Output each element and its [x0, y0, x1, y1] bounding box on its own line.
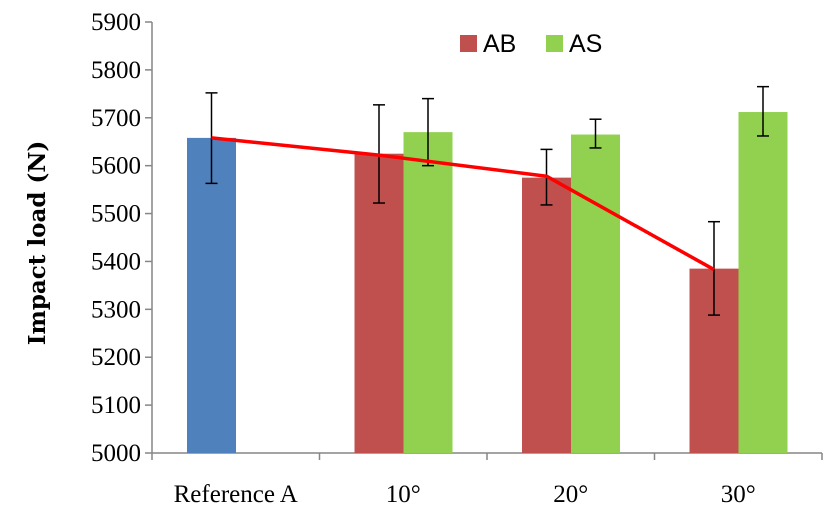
y-axis-label: Impact load (N): [24, 141, 51, 346]
x-tick-label: Reference A: [174, 481, 298, 508]
y-tick-label: 5900: [91, 9, 141, 36]
y-tick-label: 5300: [91, 296, 141, 323]
x-tick-label: 10°: [386, 481, 421, 508]
bar-as: [571, 134, 620, 454]
y-tick-label: 5400: [91, 248, 141, 275]
y-tick-label: 5000: [91, 440, 141, 467]
x-tick-label: 30°: [721, 481, 756, 508]
y-tick-label: 5200: [91, 344, 141, 371]
plot-area: 5000 5100 5200 5300 5400 5500 5600 5700 5800 5900…: [91, 9, 823, 508]
bar-reference: [187, 137, 236, 453]
legend: AB AS: [460, 30, 602, 58]
bar-as: [738, 112, 788, 453]
bar-ab: [522, 177, 571, 453]
bar-as: [403, 132, 453, 453]
legend-label-as: AS: [569, 30, 602, 58]
x-tick-label: 20°: [553, 481, 588, 508]
legend-swatch-ab: [460, 35, 477, 52]
legend-label-ab: AB: [483, 30, 516, 58]
y-tick-label: 5600: [91, 153, 141, 180]
y-tick-label: 5800: [91, 57, 141, 84]
trend-line: [211, 136, 715, 272]
y-tick-label: 5100: [91, 392, 141, 419]
y-tick-label: 5700: [91, 105, 141, 132]
legend-swatch-as: [546, 35, 563, 52]
y-tick-label: 5500: [91, 201, 141, 228]
